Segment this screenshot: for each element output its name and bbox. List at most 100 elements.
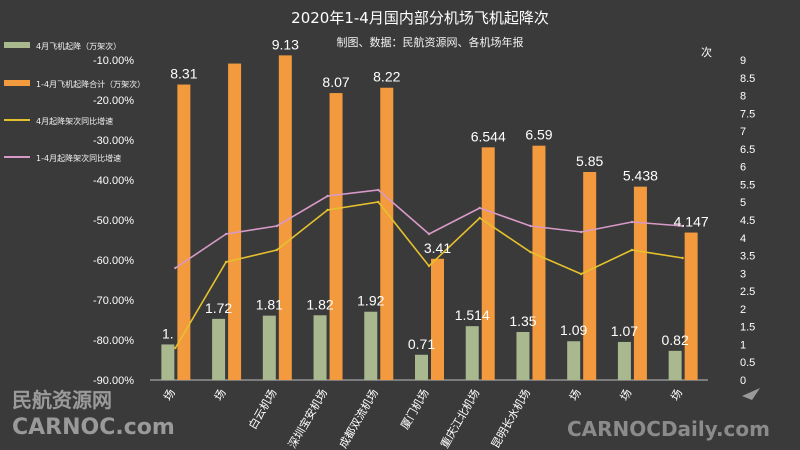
data-label-april: 1.09 <box>560 322 587 338</box>
y-right-tick-label: 3.5 <box>740 251 755 263</box>
data-label-april: 1.92 <box>357 293 384 309</box>
bar-jan-apr <box>431 258 444 380</box>
y-right-tick-label: 5.5 <box>740 179 755 191</box>
line-point <box>529 250 532 254</box>
bar-april <box>364 311 378 380</box>
line-point <box>630 248 634 252</box>
line-april-growth <box>174 201 683 349</box>
chart-title: 2020年1-4月国内部分机场飞机起降次 <box>291 9 549 27</box>
y-left-tick-label: -60.00% <box>93 255 134 267</box>
data-label-jan-apr: 9.13 <box>272 36 299 52</box>
line-point <box>681 224 684 228</box>
legend: 4月飞机起降（万架次） 1-4月飞机起降合计（万架次） 4月起降架次同比增速 1-4月… <box>4 41 145 163</box>
axes: -10.00% -20.00% -30.00% -40.00% -50.00% -60.0… <box>93 55 755 387</box>
line-point <box>275 248 279 252</box>
bar-april <box>313 315 327 380</box>
bar-april <box>668 350 682 380</box>
bar-april <box>161 344 175 380</box>
y-right-tick-label: 2.5 <box>740 286 755 298</box>
category-label: 深圳宝安机场 <box>285 387 330 450</box>
line-point <box>377 188 380 192</box>
chart-subtitle: 制图、数据：民航资源网、各机场年报 <box>337 35 524 49</box>
legend-label: 4月起降架次同比增速 <box>36 116 113 126</box>
watermark-en: CARNOC.com <box>12 415 175 440</box>
y-right-tick-label: 1 <box>740 339 746 351</box>
category-label: 场 <box>566 387 584 404</box>
bars <box>161 55 698 381</box>
bar-jan-apr <box>228 63 242 381</box>
category-label: 场 <box>211 387 229 404</box>
watermark-right: CARNOCDaily.com <box>567 417 770 441</box>
data-label-jan-apr: 3.41 <box>424 240 451 256</box>
y-left-tick-label: -90.00% <box>93 375 134 387</box>
y-right-tick-label: 0 <box>740 375 746 387</box>
legend-label: 1-4月飞机起降合计（万架次） <box>36 79 145 89</box>
y-right-tick-label: 4 <box>740 233 746 245</box>
data-label-jan-apr: 8.07 <box>322 74 349 90</box>
right-axis-unit: 次 <box>701 45 712 59</box>
category-label: 场 <box>668 387 686 404</box>
data-label-april: 1.72 <box>205 300 232 316</box>
legend-label: 1-4月起降架次同比增速 <box>36 153 121 163</box>
category-label: 场 <box>160 387 178 404</box>
legend-swatch <box>4 42 30 48</box>
watermark: 民航资源网 CARNOC.com CARNOCDaily.com <box>12 388 770 441</box>
data-label-jan-apr: 5.438 <box>623 168 658 184</box>
line-point <box>174 346 177 350</box>
bar-jan-apr <box>633 186 647 380</box>
line-point <box>377 200 380 204</box>
line-point <box>681 256 684 260</box>
y-right-tick-label: 7.5 <box>740 108 755 120</box>
y-left-tick-label: -30.00% <box>93 135 134 147</box>
data-label-jan-apr: 6.544 <box>471 128 506 144</box>
line-point <box>579 272 583 276</box>
y-left-tick-label: -40.00% <box>93 175 134 187</box>
bar-april <box>567 341 581 380</box>
bar-april <box>262 315 276 380</box>
bar-jan-apr <box>532 145 546 380</box>
data-labels: 1. 8.31 1.72 1.81 9.13 1.82 8.07 1.92 8.22 0.71 3.… <box>162 36 709 351</box>
bar-jan-apr <box>481 147 495 380</box>
category-label: 重庆江北机场 <box>437 387 482 450</box>
bar-jan-apr <box>684 232 698 380</box>
y-right-tick-label: 8.5 <box>740 73 755 85</box>
line-point <box>174 266 177 270</box>
y-right-tick-label: 3 <box>740 268 746 280</box>
lines <box>174 188 684 350</box>
bar-jan-apr <box>380 87 394 380</box>
bar-april <box>516 332 530 380</box>
y-right-tick-label: 0.5 <box>740 357 755 369</box>
line-point <box>427 232 431 236</box>
category-label: 场 <box>617 387 635 404</box>
data-label-jan-apr: 6.59 <box>525 127 552 143</box>
line-point <box>478 206 481 210</box>
data-label-jan-apr: 8.22 <box>373 69 400 85</box>
category-label: 白云机场 <box>245 387 279 432</box>
bar-jan-apr <box>583 172 597 380</box>
data-label-april: 1. <box>162 325 174 341</box>
line-point <box>529 224 532 228</box>
bar-april <box>465 326 479 380</box>
y-right-tick-label: 1.5 <box>740 322 755 334</box>
data-label-april: 1.35 <box>509 313 536 329</box>
bar-jan-apr <box>278 55 292 380</box>
y-right-tick-label: 6 <box>740 162 746 174</box>
y-left-tick-label: -50.00% <box>93 215 134 227</box>
data-label-april: 0.71 <box>408 336 435 352</box>
legend-swatch <box>4 80 30 86</box>
category-label: 成都双流机场 <box>336 387 381 450</box>
y-right-tick-label: 9 <box>740 55 746 67</box>
y-left-tick-label: -70.00% <box>93 295 134 307</box>
legend-label: 4月飞机起降（万架次） <box>36 41 121 51</box>
data-label-april: 1.514 <box>455 307 490 323</box>
data-label-april: 1.81 <box>256 297 283 313</box>
data-label-april: 1.82 <box>306 296 333 312</box>
category-label: 昆明长水机场 <box>488 387 533 450</box>
line-point <box>224 260 228 264</box>
line-point <box>326 208 329 212</box>
data-label-april: 1.07 <box>611 323 638 339</box>
y-right-tick-label: 8 <box>740 91 746 103</box>
bar-april <box>617 341 631 380</box>
